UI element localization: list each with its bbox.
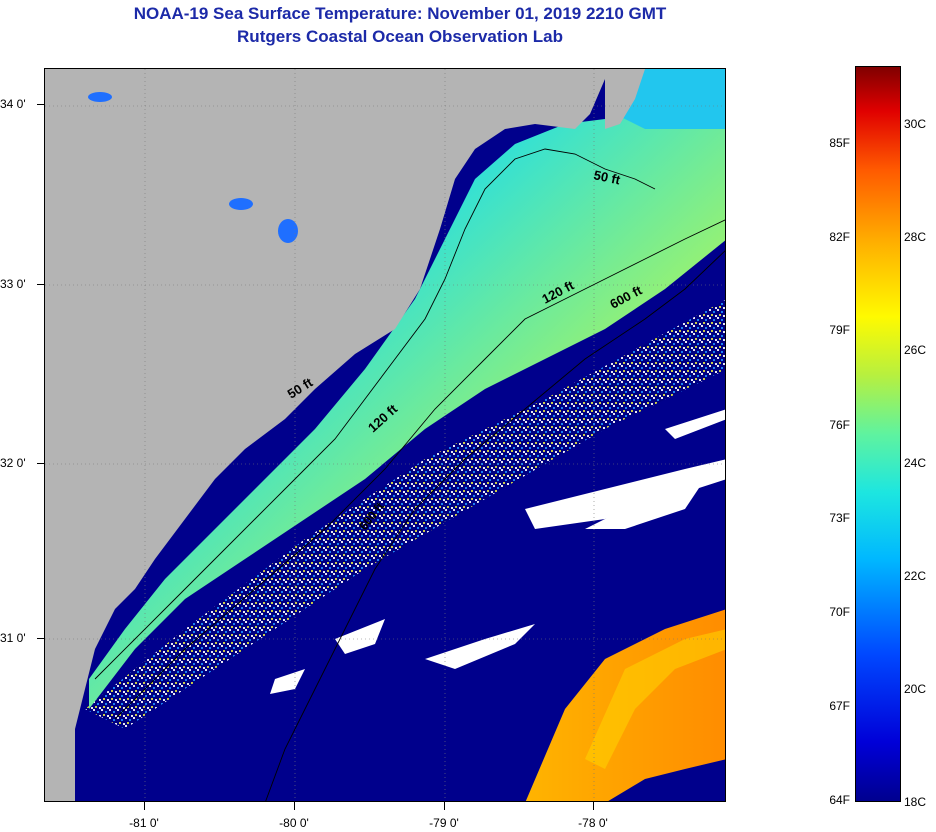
ne-land-peninsula — [605, 69, 645, 129]
land — [45, 69, 605, 801]
cloud-2 — [585, 479, 705, 529]
cbar-label-82f: 82F — [829, 230, 850, 244]
lake-marion — [278, 219, 298, 243]
map-title: NOAA-19 Sea Surface Temperature: Novembe… — [133, 4, 667, 23]
cbar-label-64f: 64F — [829, 793, 850, 807]
contour-600ft — [265, 250, 725, 801]
map-subtitle: Rutgers Coastal Ocean Observation Lab — [237, 27, 563, 46]
sst-map: 50 ft 50 ft 120 ft 120 ft 600 ft 600 ft — [44, 68, 726, 802]
cbar-label-70f: 70F — [829, 605, 850, 619]
lake-moultrie — [229, 198, 253, 210]
cbar-label-67f: 67F — [829, 699, 850, 713]
cloud-4 — [425, 624, 535, 669]
temperature-colorbar — [855, 66, 901, 802]
cbar-label-76f: 76F — [829, 418, 850, 432]
contour-50ft — [94, 148, 656, 680]
contour-120ft — [114, 219, 725, 720]
cbar-label-20c: 20C — [904, 682, 927, 696]
lon-label-81: -81 0' — [129, 816, 159, 830]
cbar-label-18c: 18C — [904, 795, 927, 809]
cbar-label-26c: 26C — [904, 343, 927, 357]
cbar-label-28c: 28C — [904, 230, 927, 244]
lon-label-80: -80 0' — [279, 816, 309, 830]
cbar-label-73f: 73F — [829, 511, 850, 525]
cloud-1 — [525, 459, 725, 529]
cloud-6 — [665, 409, 725, 439]
gulf-stream-edge — [585, 629, 725, 769]
cbar-label-24c: 24C — [904, 456, 927, 470]
cloud-3 — [335, 619, 385, 654]
lat-label-32: 32 0' — [0, 456, 26, 470]
cbar-label-79f: 79F — [829, 323, 850, 337]
contour-label-50ft-north: 50 ft — [592, 167, 622, 187]
cbar-label-85f: 85F — [829, 136, 850, 150]
cloud-5 — [270, 669, 305, 694]
lon-label-78: -78 0' — [578, 816, 608, 830]
lat-label-34: 34 0' — [0, 97, 26, 111]
lon-label-79: -79 0' — [429, 816, 459, 830]
lat-label-31: 31 0' — [0, 631, 26, 645]
shelf-water — [89, 109, 725, 709]
cbar-label-30c: 30C — [904, 117, 927, 131]
lat-label-33: 33 0' — [0, 277, 26, 291]
shelf-edge-noise — [85, 300, 725, 729]
cbar-label-22c: 22C — [904, 569, 927, 583]
lake-nw — [88, 92, 112, 102]
